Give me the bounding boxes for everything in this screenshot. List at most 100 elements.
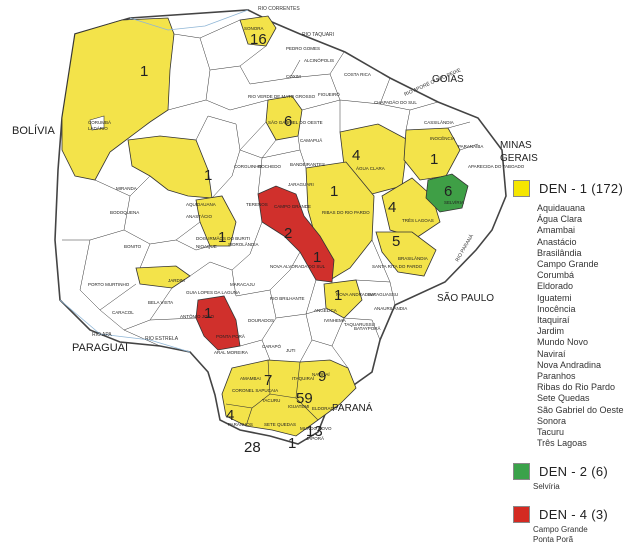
municipality-label: COXIM <box>286 74 301 79</box>
region-south-cluster <box>221 359 357 437</box>
region-selviria <box>425 173 469 213</box>
municipality-label: SONORA <box>244 26 264 31</box>
municipality-label: NAVIRAÍ <box>312 371 330 377</box>
municipality-label: RIO VERDE DE MATO GROSSO <box>248 94 316 99</box>
municipality-label: ANAURILÂNDIA <box>374 305 407 311</box>
municipality-label: ÁGUA CLARA <box>356 165 385 171</box>
legend-group-den4: DEN - 4 (3) Campo Grande Ponta Porã <box>513 506 640 545</box>
municipality-label: PORTO MURTINHO <box>88 282 130 287</box>
legend-item: Inocência <box>537 303 576 314</box>
municipality-label: TERENOS <box>246 202 268 207</box>
legend-title-den4: DEN - 4 (3) <box>539 507 609 523</box>
municipality-label: INOCÊNCIA <box>430 134 455 141</box>
count-label: 1 <box>430 151 438 168</box>
legend-item: Jardim <box>537 326 565 337</box>
municipality-label: ALCINÓPOLIS <box>304 57 334 63</box>
region-aquidauana <box>127 135 213 199</box>
municipality-label: BANDEIRANTES <box>290 162 325 167</box>
legend-item: Brasilândia <box>537 247 582 258</box>
region-ladario <box>89 115 105 131</box>
count-label: 16 <box>250 31 267 48</box>
municipality-label: NIOAQUE <box>196 244 217 249</box>
legend-swatch-den1 <box>513 180 530 197</box>
count-label: 7 <box>264 372 272 389</box>
municipality-label: JUTI <box>286 348 296 353</box>
municipality-label: MUNDO NOVO <box>300 426 332 431</box>
municipality-label: CORGUINHO <box>234 164 262 169</box>
municipality-label: ANASTÁCIO <box>186 213 213 219</box>
legend-swatch-den4 <box>513 506 530 524</box>
legend-item: Nova Andradina <box>537 359 602 370</box>
municipality-label: ANGÉLICA <box>314 307 337 313</box>
municipality-label: DOIS IRMÃOS DO BURITI <box>196 235 250 241</box>
region-corumba <box>61 17 175 181</box>
legend-title-den1: DEN - 1 (172) <box>539 181 624 196</box>
municipality-label: ROCHEDO <box>258 164 282 169</box>
municipality-label: RIO BRILHANTE <box>270 296 305 301</box>
legend-list-den4: Campo Grande Ponta Porã <box>533 525 640 545</box>
legend-group-den2: DEN - 2 (6) Selvíria <box>513 463 640 492</box>
count-label: 1 <box>330 183 338 200</box>
municipality-label: CAMPO GRANDE <box>274 204 311 209</box>
municipality-label: CORONEL SAPUCAIA <box>232 388 278 393</box>
municipality-label: AQUIDAUANA <box>186 202 216 207</box>
municipality-label: IVINHEMA <box>324 318 346 323</box>
municipality-label: DOURADOS <box>248 318 274 323</box>
legend-item: Itaquiraí <box>537 315 570 326</box>
municipality-label: CARACOL <box>112 310 134 315</box>
municipality-label: ITAQUIRAÍ <box>292 375 315 381</box>
municipality-label: PONTA PORÃ <box>216 333 245 339</box>
municipality-label: LADÁRIO <box>88 125 108 131</box>
state-label-minas-gerais-1: MINAS <box>500 140 532 151</box>
count-labels: 1 16 6 1 4 1 1 2 6 4 5 1 1 1 1 7 9 59 4 … <box>140 31 452 456</box>
region-jardim <box>135 265 191 289</box>
municipality-label: JARAGUARI <box>288 182 314 187</box>
municipal-borders <box>62 19 479 369</box>
municipality-label: CASSILÂNDIA <box>424 119 454 125</box>
count-label: 9 <box>318 368 326 385</box>
legend-item: Ribas do Rio Pardo <box>537 382 616 393</box>
municipality-label: TAQUARUSSU <box>344 322 375 327</box>
region-tres-lagoas <box>381 177 441 239</box>
river-label-apa: RIO APA <box>92 332 112 338</box>
legend-item: Selvíria <box>533 482 560 492</box>
count-label: 1 <box>204 167 212 184</box>
municipality-labels: SONORA PEDRO GOMES ALCINÓPOLIS COSTA RICA CO… <box>88 26 525 441</box>
count-label: 4 <box>226 407 234 424</box>
count-label: 1 <box>218 229 226 246</box>
municipality-label: BODOQUENA <box>110 210 139 215</box>
municipality-label: MARACAJU <box>230 282 255 287</box>
legend-item: Eldorado <box>537 281 574 292</box>
legend-swatch-den2 <box>513 463 530 481</box>
municipality-label: MIRANDA <box>116 186 137 191</box>
count-label: 6 <box>284 113 292 130</box>
municipality-label: BONITO <box>124 244 142 249</box>
municipality-label: CAMAPUÃ <box>300 137 322 143</box>
legend-item: Tacuru <box>537 427 565 438</box>
state-label-minas-gerais-2: GERAIS <box>500 153 538 164</box>
count-label: 1 <box>334 287 342 304</box>
count-label: 1 <box>288 435 296 452</box>
count-label: 1 <box>140 63 148 80</box>
municipality-label: NOVA ALVORADA DO SUL <box>270 264 326 269</box>
legend-item: Paranhos <box>537 371 576 382</box>
municipality-label: AMAMBAI <box>240 376 261 381</box>
river-label-estrela: RIO ESTRELA <box>145 336 179 342</box>
river-label-correntes: RIO CORRENTES <box>258 6 300 12</box>
municipality-label: JAPORÃ <box>306 435 324 441</box>
legend-item: Campo Grande <box>533 525 588 535</box>
count-label: 1 <box>204 305 212 322</box>
municipality-label: RIBAS DO RIO PARDO <box>322 210 370 215</box>
state-label-sao-paulo: SÃO PAULO <box>437 291 494 304</box>
municipality-label: SÃO GABRIEL DO OESTE <box>268 119 323 125</box>
municipality-label: GUIA LOPES DA LAGUNA <box>186 290 240 295</box>
municipality-label: ANTÔNIO JOÃO <box>180 313 215 319</box>
municipality-label: PARANAÍBA <box>458 143 483 149</box>
rivers <box>59 9 249 353</box>
count-label: 5 <box>392 233 400 250</box>
legend-item: São Gabriel do Oeste <box>537 404 624 415</box>
region-campo-grande <box>257 185 335 283</box>
count-label: 59 <box>296 390 313 407</box>
legend-item: Naviraí <box>537 348 566 359</box>
legend-item: Água Clara <box>537 214 583 225</box>
